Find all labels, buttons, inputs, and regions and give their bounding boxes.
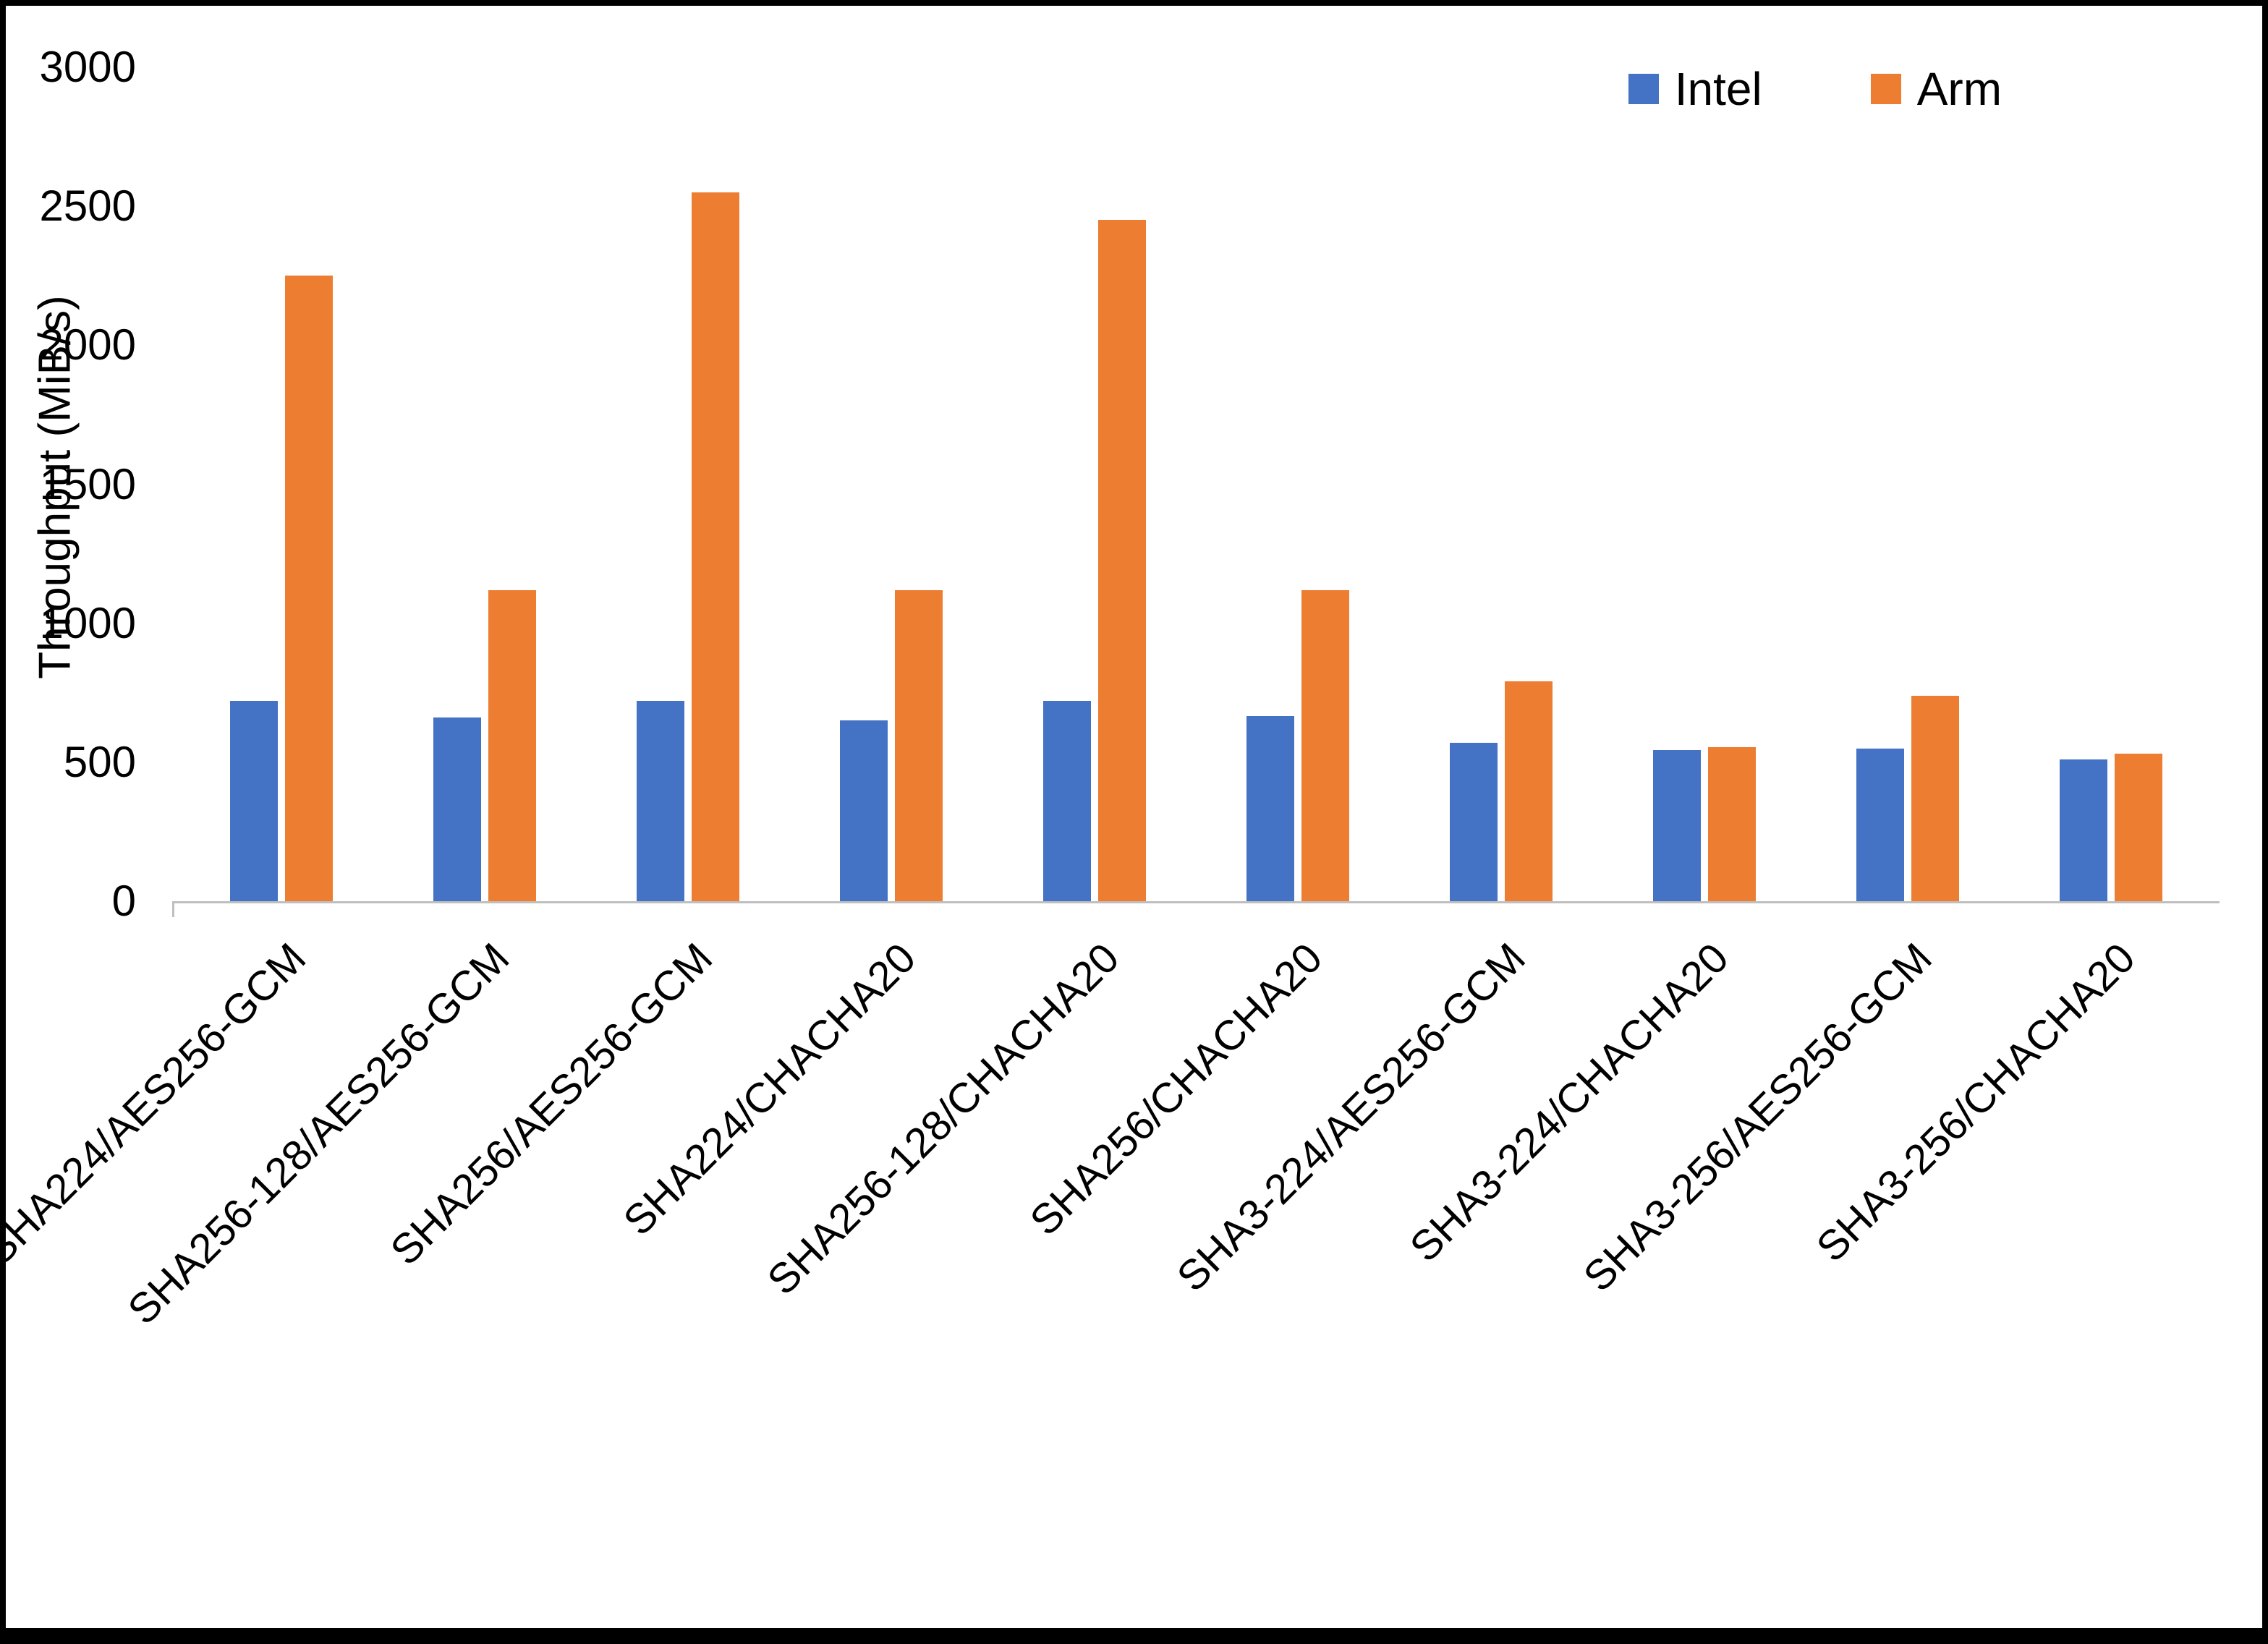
bar-intel-0 bbox=[229, 701, 278, 901]
x-axis-label-8: SHA3-256/AES256-GCM bbox=[1574, 934, 1942, 1301]
bar-arm-2 bbox=[691, 192, 739, 901]
bar-intel-4 bbox=[1042, 701, 1091, 901]
bar-arm-3 bbox=[894, 589, 943, 901]
y-tick-label-0: 0 bbox=[111, 877, 136, 925]
legend-item-intel: Intel bbox=[1628, 62, 1762, 116]
bar-arm-8 bbox=[1911, 695, 1959, 901]
bar-intel-8 bbox=[1856, 748, 1904, 901]
bar-intel-5 bbox=[1246, 716, 1294, 901]
bar-arm-6 bbox=[1504, 681, 1553, 901]
y-tick-label-500: 500 bbox=[63, 737, 136, 786]
bar-arm-4 bbox=[1097, 220, 1146, 901]
x-axis-label-6: SHA3-224/AES256-GCM bbox=[1168, 934, 1535, 1301]
bar-intel-7 bbox=[1652, 749, 1701, 901]
bar-arm-1 bbox=[488, 589, 536, 901]
y-tick-label-1000: 1000 bbox=[39, 598, 136, 647]
x-axis-label-0: SHA224/AES256-GCM bbox=[0, 934, 315, 1274]
bar-intel-2 bbox=[636, 701, 684, 901]
bar-intel-9 bbox=[2059, 759, 2107, 901]
bar-arm-7 bbox=[1707, 746, 1756, 901]
bar-arm-0 bbox=[284, 276, 333, 901]
y-tick-label-2500: 2500 bbox=[39, 182, 136, 231]
x-axis-label-4: SHA256-128/CHACHA20 bbox=[758, 934, 1129, 1304]
bar-intel-6 bbox=[1449, 742, 1498, 901]
y-tick-label-3000: 3000 bbox=[39, 43, 136, 91]
y-tick-label-1500: 1500 bbox=[39, 459, 136, 508]
intel-swatch-icon bbox=[1628, 74, 1659, 104]
legend: Intel Arm bbox=[1628, 62, 2002, 116]
bar-intel-1 bbox=[433, 717, 481, 901]
legend-item-arm: Arm bbox=[1870, 62, 2002, 116]
y-axis-tick-mark bbox=[172, 901, 174, 917]
bar-intel-3 bbox=[839, 720, 888, 901]
x-axis-label-1: SHA256-128/AES256-GCM bbox=[119, 934, 519, 1334]
legend-label-intel: Intel bbox=[1674, 63, 1762, 115]
arm-swatch-icon bbox=[1870, 74, 1901, 104]
bar-arm-9 bbox=[2114, 754, 2162, 901]
y-tick-label-2000: 2000 bbox=[39, 320, 136, 370]
legend-label-arm: Arm bbox=[1916, 63, 2002, 115]
x-axis-line bbox=[172, 901, 2220, 903]
bar-arm-5 bbox=[1301, 589, 1349, 901]
